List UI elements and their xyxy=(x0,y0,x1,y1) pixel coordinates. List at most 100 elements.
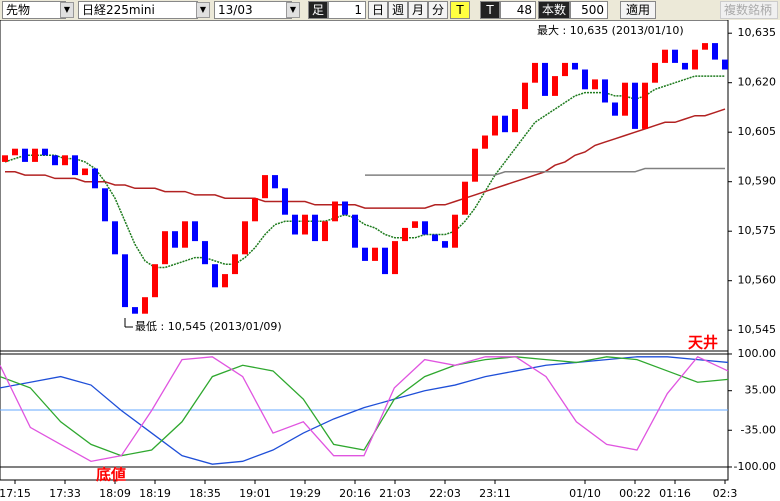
max-annotation: 最大 : 10,635 (2013/01/10) xyxy=(537,23,684,37)
bar-input[interactable]: 1 xyxy=(328,1,366,19)
dropdown-arrow[interactable]: ▼ xyxy=(286,2,300,18)
candle xyxy=(232,254,238,275)
candle xyxy=(72,155,78,176)
x-tick-label: 19:29 xyxy=(289,487,321,500)
candle xyxy=(172,231,178,248)
x-tick-label: 02:3 xyxy=(713,487,738,500)
candle xyxy=(222,274,228,288)
candle xyxy=(632,82,638,129)
candle xyxy=(592,79,598,90)
candle xyxy=(12,148,18,156)
apply-button[interactable]: 適用 xyxy=(620,1,656,19)
toolbar: 先物 ▼ 日経225mini ▼ 13/03 ▼ 足 1 日 週 月 分 T T 48… xyxy=(0,0,780,20)
candle xyxy=(292,214,298,235)
market-select[interactable]: 先物 xyxy=(2,1,66,19)
candle xyxy=(652,62,658,83)
x-tick-label: 17:33 xyxy=(49,487,81,500)
x-tick-label: 23:11 xyxy=(479,487,511,500)
tick-label: T xyxy=(480,1,500,19)
min-annotation: 最低 : 10,545 (2013/01/09) xyxy=(135,320,282,333)
period-button[interactable]: 日 xyxy=(368,1,388,19)
x-tick-label: 21:03 xyxy=(379,487,411,500)
candle xyxy=(402,227,408,242)
candle xyxy=(42,148,48,156)
candle xyxy=(642,82,648,129)
candle xyxy=(132,307,138,314)
candle xyxy=(212,264,218,288)
x-tick-label: 00:22 xyxy=(619,487,651,500)
tick-input[interactable]: 48 xyxy=(500,1,536,19)
candle xyxy=(552,76,558,96)
dropdown-arrow[interactable]: ▼ xyxy=(60,2,74,18)
count-input[interactable]: 500 xyxy=(570,1,608,19)
candle xyxy=(82,168,88,176)
candle xyxy=(502,115,508,133)
x-tick-label: 19:01 xyxy=(239,487,271,500)
candle xyxy=(722,59,728,70)
ceiling-label: 天井 xyxy=(688,334,718,352)
y-tick-label: 10,545 xyxy=(738,323,777,336)
bar-label: 足 xyxy=(308,1,328,19)
candle xyxy=(262,175,268,199)
candle xyxy=(682,62,688,70)
x-tick-label: 18:19 xyxy=(139,487,171,500)
y-tick-label: 100.00 xyxy=(738,347,777,360)
candle xyxy=(532,62,538,83)
candle xyxy=(152,264,158,298)
y-tick-label: -100.00 xyxy=(734,460,776,473)
candle xyxy=(512,109,518,133)
candle xyxy=(702,43,708,50)
candle xyxy=(312,214,318,242)
contract-select[interactable]: 13/03 xyxy=(214,1,292,19)
period-button[interactable]: 週 xyxy=(388,1,408,19)
x-tick-label: 17:15 xyxy=(0,487,31,500)
candle xyxy=(2,155,8,162)
candle xyxy=(332,201,338,222)
candle xyxy=(522,82,528,110)
y-tick-label: 10,620 xyxy=(738,76,777,89)
y-tick-label: -35.00 xyxy=(741,423,776,436)
candle xyxy=(162,231,168,265)
candle xyxy=(662,49,668,63)
candle xyxy=(32,148,38,162)
x-tick-label: 18:09 xyxy=(99,487,131,500)
symbol-select[interactable]: 日経225mini xyxy=(78,1,198,19)
candle xyxy=(622,82,628,116)
candle xyxy=(602,79,608,103)
candle xyxy=(112,221,118,255)
period-button[interactable]: 月 xyxy=(408,1,428,19)
dropdown-arrow[interactable]: ▼ xyxy=(196,2,210,18)
candle xyxy=(92,168,98,189)
y-tick-label: 10,635 xyxy=(738,26,777,39)
period-button[interactable]: 分 xyxy=(428,1,448,19)
candle xyxy=(322,221,328,242)
candle xyxy=(242,221,248,255)
candle xyxy=(202,241,208,265)
candle xyxy=(612,102,618,116)
multi-symbol-button[interactable]: 複数銘柄 xyxy=(720,1,778,19)
candle xyxy=(482,135,488,149)
candle xyxy=(102,188,108,222)
candle xyxy=(52,155,58,166)
candle xyxy=(672,49,678,63)
x-tick-label: 22:03 xyxy=(429,487,461,500)
candle xyxy=(362,247,368,261)
y-tick-label: 10,590 xyxy=(738,175,777,188)
count-label: 本数 xyxy=(538,1,570,19)
period-button[interactable]: T xyxy=(450,1,470,19)
candle xyxy=(382,247,388,275)
candle xyxy=(442,241,448,248)
candle xyxy=(272,175,278,189)
candle xyxy=(472,148,478,182)
candle xyxy=(302,214,308,235)
oscillator-line xyxy=(0,356,729,465)
candle xyxy=(252,198,258,222)
candle xyxy=(122,254,128,308)
candle xyxy=(542,62,548,96)
x-tick-label: 18:35 xyxy=(189,487,221,500)
candle xyxy=(392,241,398,275)
candle xyxy=(562,62,568,77)
candle xyxy=(462,181,468,215)
